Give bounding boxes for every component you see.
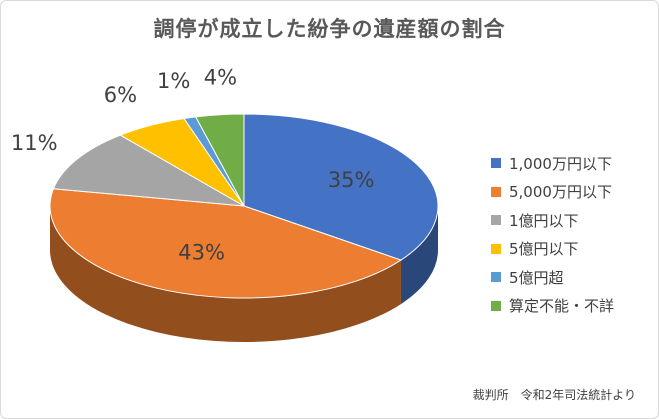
legend: 1,000万円以下 5,000万円以下 1億円以下 5億円以下 5億円超算定不能・不詳 [491, 149, 614, 320]
pie-slice [194, 113, 245, 207]
pie-slice-side [400, 206, 438, 305]
pie-data-label: 11% [11, 131, 58, 155]
pie-data-label: 4% [204, 65, 237, 89]
legend-label: 1,000万円以下 [509, 154, 612, 173]
legend-swatch [491, 186, 501, 197]
legend-label: 5億円以下 [509, 240, 579, 259]
legend-item: 5,000万円以下 [491, 178, 614, 207]
legend-swatch [491, 243, 501, 254]
pie-data-label: 6% [104, 83, 137, 107]
legend-item: 5億円以下 [491, 235, 614, 264]
legend-label: 算定不能・不詳 [509, 297, 615, 316]
chart-title: 調停が成立した紛争の遺産額の割合 [153, 17, 506, 41]
legend-item: 5億円超 [491, 263, 614, 292]
pie-slice-side [50, 206, 401, 343]
source-note: 裁判所 令和2年司法統計より [472, 388, 636, 402]
legend-label: 5億円超 [509, 268, 564, 287]
pie-slice [243, 113, 439, 261]
legend-item: 算定不能・不詳 [491, 292, 614, 321]
pie-data-label: 43% [178, 240, 225, 264]
legend-item: 1億円以下 [491, 206, 614, 235]
pie-data-label: 1% [157, 69, 190, 93]
legend-swatch [491, 158, 501, 169]
legend-swatch [491, 215, 501, 226]
pie-slice [49, 188, 403, 299]
pie-data-label: 35% [328, 168, 375, 192]
legend-item: 1,000万円以下 [491, 149, 614, 178]
legend-swatch [491, 300, 501, 311]
legend-label: 5,000万円以下 [509, 183, 612, 202]
legend-swatch [491, 272, 501, 283]
pie-slice [52, 134, 245, 207]
legend-label: 1億円以下 [509, 211, 579, 230]
